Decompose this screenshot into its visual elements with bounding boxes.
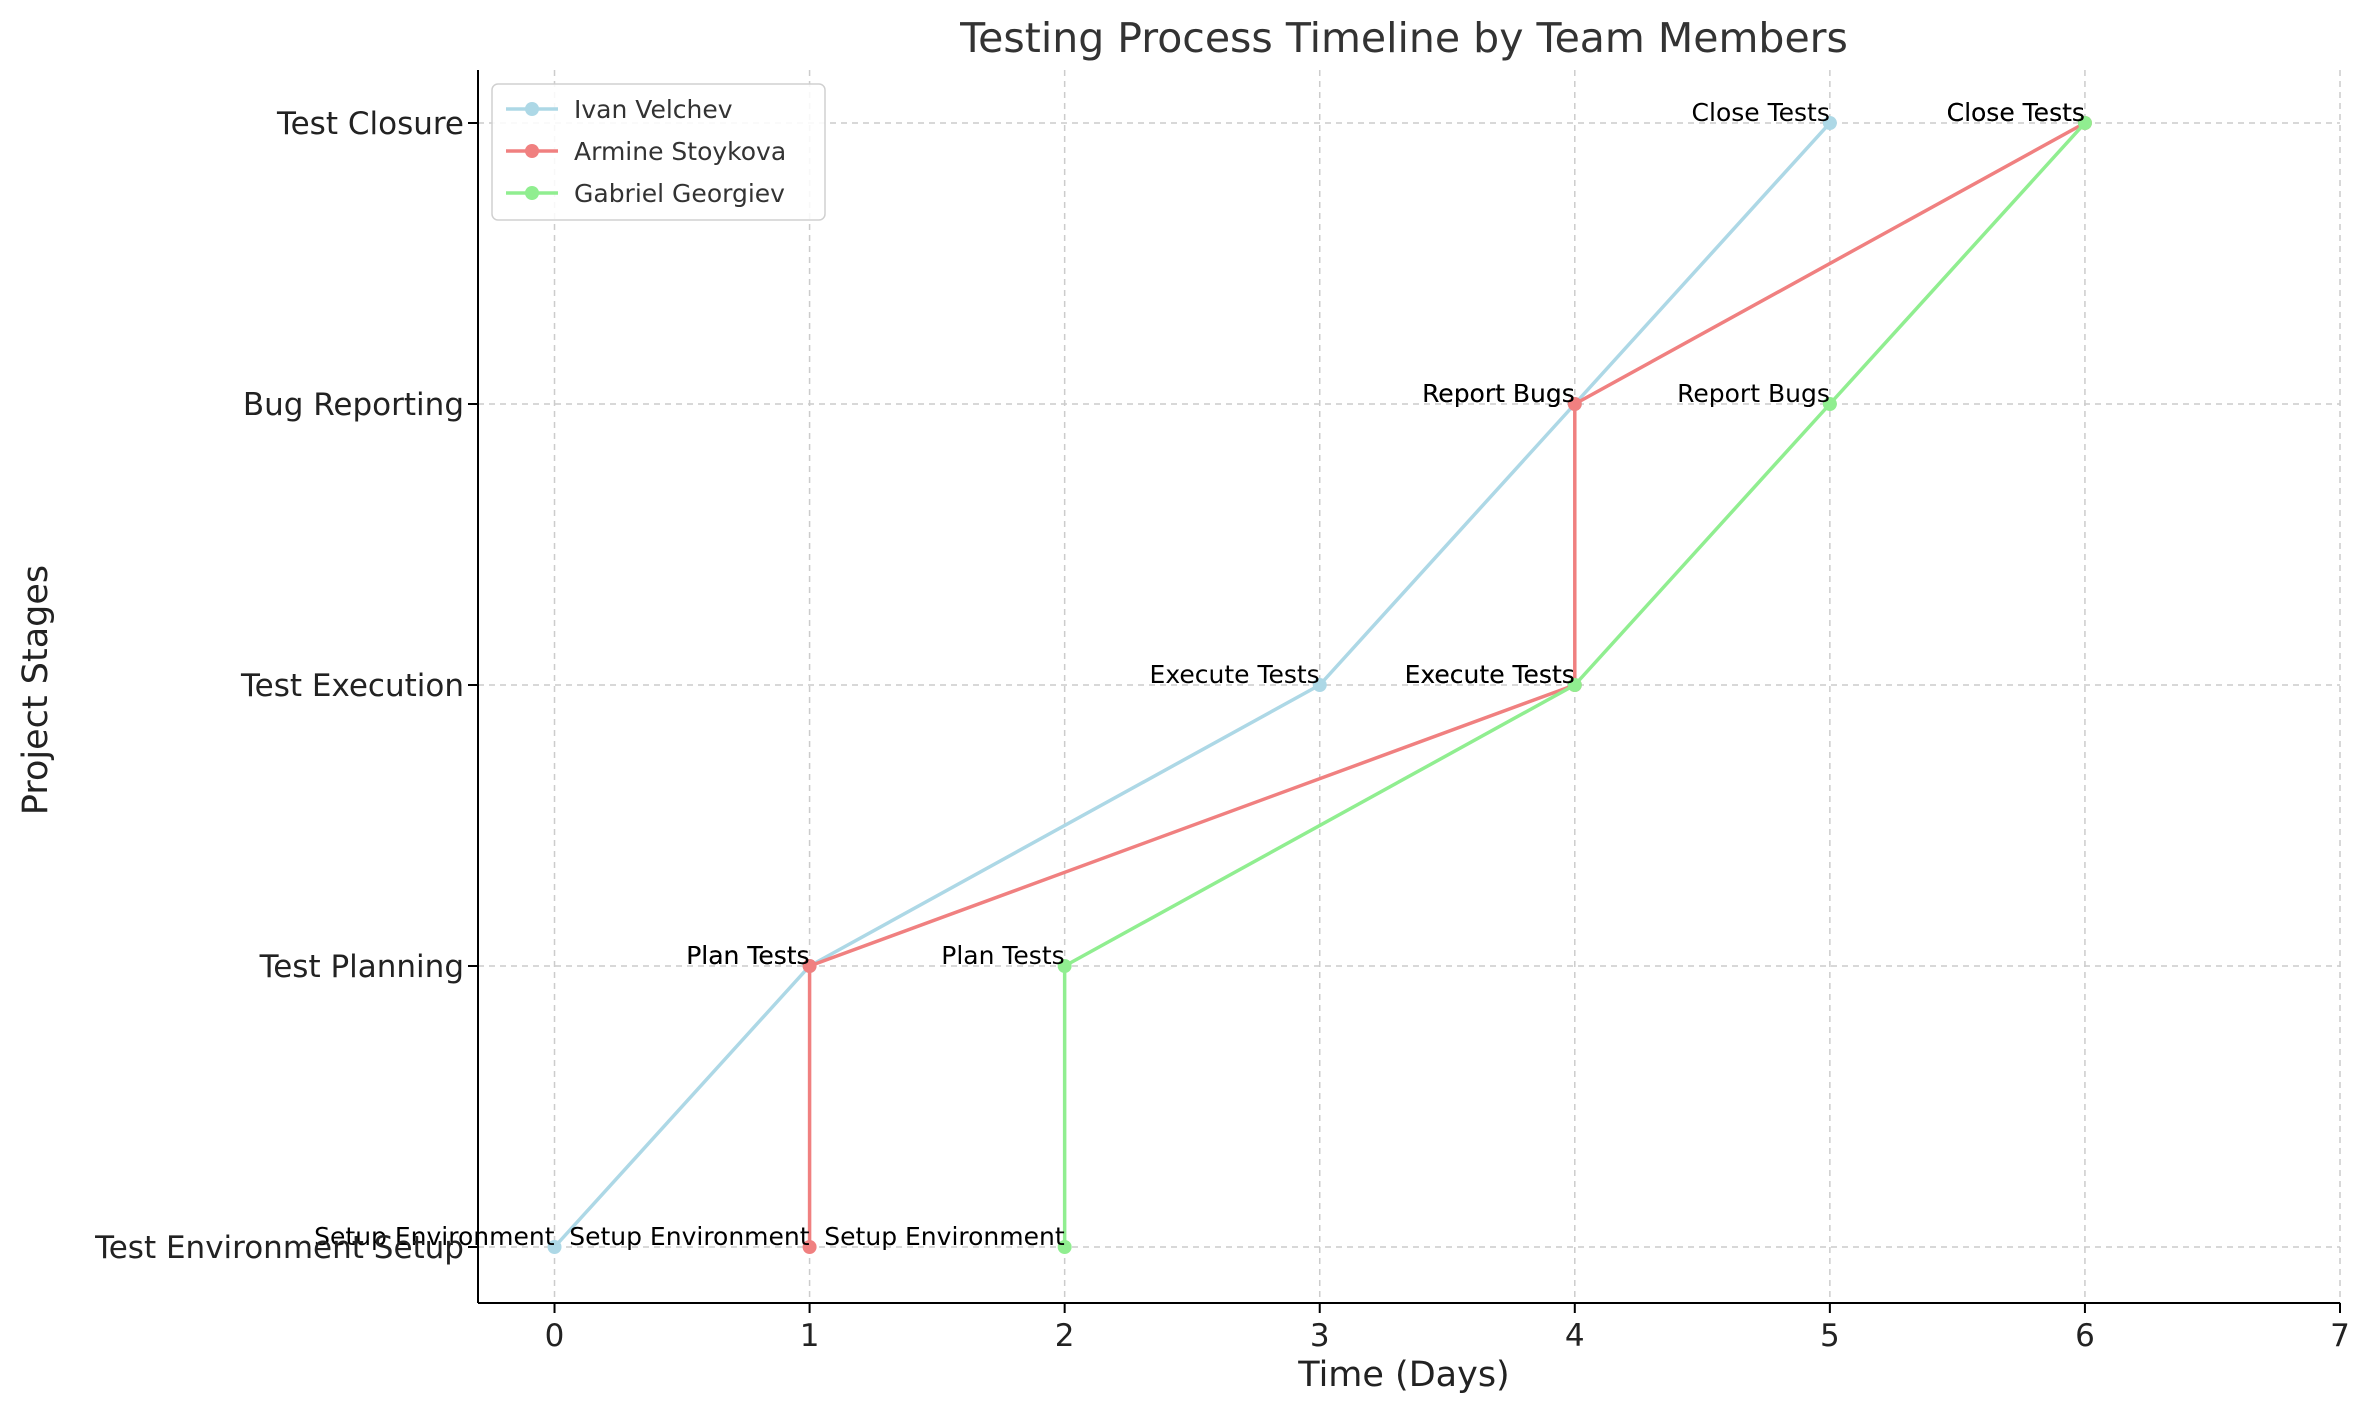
legend-label: Gabriel Georgiev	[574, 179, 785, 208]
series-layer	[547, 116, 2092, 1254]
data-point	[1567, 397, 1582, 411]
x-tick-label: 1	[800, 1318, 820, 1354]
point-labels: Setup Environment Plan Tests Execute Tests…	[314, 98, 2085, 1251]
legend-item: Gabriel Georgiev	[506, 179, 785, 208]
point-label: Close Tests	[1947, 98, 2085, 127]
point-label: Report Bugs	[1677, 379, 1830, 408]
y-tick-label: Test Planning	[259, 949, 464, 985]
data-point	[1822, 397, 1837, 411]
x-tick-label: 7	[2330, 1318, 2350, 1354]
x-tick-label: 6	[2075, 1318, 2095, 1354]
x-tick-label: 4	[1565, 1318, 1585, 1354]
legend-label: Ivan Velchev	[574, 95, 733, 124]
x-tick-label: 0	[545, 1318, 565, 1354]
series-gabriel-georgiev	[1057, 116, 2092, 1254]
y-tick-label: Test Closure	[276, 106, 464, 142]
legend-label: Armine Stoykova	[574, 137, 786, 166]
data-point	[802, 959, 817, 973]
y-tick-label: Bug Reporting	[243, 387, 464, 423]
data-point	[802, 1240, 817, 1254]
point-label: Plan Tests	[941, 941, 1064, 970]
x-tick-label: 3	[1310, 1318, 1330, 1354]
data-point	[1057, 1240, 1072, 1254]
point-label: Setup Environment	[314, 1222, 555, 1251]
x-tick-label: 2	[1055, 1318, 1075, 1354]
data-point	[1822, 116, 1837, 130]
legend-box	[491, 83, 826, 221]
data-point	[547, 1240, 562, 1254]
point-label: Execute Tests	[1405, 660, 1575, 689]
data-point	[1567, 678, 1582, 692]
point-label: Close Tests	[1692, 98, 1830, 127]
point-label: Setup Environment	[824, 1222, 1065, 1251]
point-label: Plan Tests	[686, 941, 809, 970]
legend-swatch-marker	[525, 186, 539, 200]
point-label: Close Tests	[1947, 98, 2085, 127]
x-tick-label: 5	[1820, 1318, 1840, 1354]
legend-swatch-marker	[525, 102, 539, 116]
axes: 0 1 2 3 4 5 6 7 Test Environment Setup Test Plann…	[94, 70, 2350, 1354]
chart-title: Testing Process Timeline by Team Members	[959, 14, 1848, 62]
y-axis-label: Project Stages	[16, 565, 56, 815]
point-label: Execute Tests	[1405, 660, 1575, 689]
point-label: Report Bugs	[1422, 379, 1575, 408]
point-label: Setup Environment	[569, 1222, 810, 1251]
data-point	[2077, 116, 2092, 130]
data-point	[1057, 959, 1072, 973]
point-label: Report Bugs	[1422, 379, 1575, 408]
point-label: Execute Tests	[1150, 660, 1320, 689]
data-point	[1312, 678, 1327, 692]
legend: Ivan Velchev Armine Stoykova Gabriel Georg…	[491, 83, 826, 221]
legend-item: Armine Stoykova	[506, 137, 786, 166]
point-label: Plan Tests	[686, 941, 809, 970]
legend-item: Ivan Velchev	[506, 95, 733, 124]
legend-swatch-marker	[525, 144, 539, 158]
y-tick-label: Test Environment Setup	[94, 1230, 464, 1266]
x-axis-label: Time (Days)	[1297, 1355, 1509, 1395]
y-tick-label: Test Execution	[240, 668, 464, 704]
